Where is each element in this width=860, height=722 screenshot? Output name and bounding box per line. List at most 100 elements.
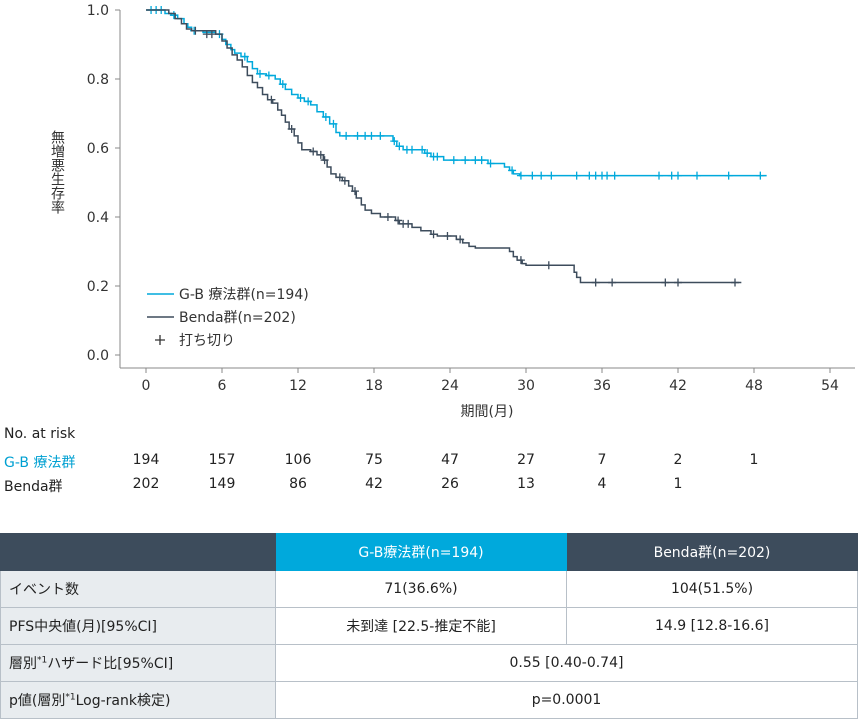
risk-table-title: No. at risk — [4, 426, 76, 442]
censor-mark — [169, 11, 178, 20]
censor-mark — [756, 171, 765, 180]
series-line-1 — [146, 9, 742, 284]
table-row: 層別*1ハザード比[95%CI] 0.55 [0.40-0.74] — [0, 644, 858, 682]
censor-mark — [608, 278, 617, 287]
col-header-gb: G-B療法群(n=194) — [275, 533, 567, 571]
censor-mark — [731, 278, 739, 287]
legend-label: G-B 療法群(n=194) — [179, 286, 309, 303]
censor-mark — [661, 278, 670, 287]
events-benda: 104(51.5%) — [566, 570, 858, 608]
pfs-benda: 14.9 [12.8-16.6] — [566, 607, 858, 645]
km-chart: 0.0 0.2 0.4 0.6 0.8 1.0 0 6 12 18 24 30 36 42 48 54 無増悪… — [49, 3, 855, 420]
censor-mark — [408, 145, 416, 154]
censor-mark — [353, 131, 362, 140]
censor-mark — [429, 230, 438, 239]
x-tick-label: 36 — [593, 378, 611, 394]
censor-mark — [191, 26, 200, 35]
x-tick-label: 24 — [441, 378, 459, 394]
censor-mark — [329, 119, 338, 128]
legend: G-B 療法群(n=194) Benda群(n=202) 打ち切り — [147, 286, 309, 349]
axes: 0.0 0.2 0.4 0.6 0.8 1.0 0 6 12 18 24 30 36 42 48 54 — [87, 3, 855, 394]
risk-count: 2 — [673, 452, 683, 468]
pfs-gb: 未到達 [22.5-推定不能] — [275, 607, 567, 645]
risk-count: 1 — [749, 452, 759, 468]
x-tick-label: 0 — [142, 378, 151, 394]
table-row: イベント数 71(36.6%) 104(51.5%) — [0, 570, 858, 608]
row-label-pfs: PFS中央値(月)[95%CI] — [0, 607, 276, 645]
censor-mark — [724, 171, 733, 180]
censor-mark — [674, 171, 682, 180]
censor-mark — [367, 131, 376, 140]
censor-legend-icon — [155, 335, 165, 345]
col-header-benda: Benda群(n=202) — [566, 533, 858, 571]
censor-mark — [477, 156, 486, 165]
risk-count: 7 — [597, 452, 607, 468]
risk-count: 13 — [517, 476, 535, 492]
censor-mark — [394, 216, 403, 225]
censor-mark — [693, 171, 701, 180]
survival-curves — [146, 6, 767, 287]
censor-mark — [304, 97, 313, 106]
x-tick-label: 6 — [218, 378, 227, 394]
censor-mark — [443, 231, 452, 240]
censor-mark — [461, 156, 470, 165]
censor-mark — [395, 142, 404, 151]
censor-mark — [516, 171, 525, 180]
censor-mark — [390, 137, 399, 146]
y-axis-title: 無増悪生存率 — [49, 130, 65, 214]
table-row: p値(層別*1Log-rank検定) p=0.0001 — [0, 681, 858, 719]
censor-mark — [267, 95, 276, 104]
risk-row-label: G-B 療法群 — [4, 455, 76, 471]
risk-count: 47 — [441, 452, 459, 468]
censor-mark — [256, 69, 264, 78]
x-tick-label: 54 — [821, 378, 839, 394]
row-label-p: p値(層別*1Log-rank検定) — [0, 681, 276, 719]
y-axis-label: 無増悪生存率 — [49, 130, 65, 214]
censor-mark — [544, 261, 553, 270]
table-corner — [0, 533, 276, 571]
censor-mark — [207, 30, 216, 39]
censor-mark — [296, 93, 305, 102]
risk-count: 27 — [517, 452, 535, 468]
summary-table: G-B療法群(n=194) Benda群(n=202) イベント数 71(36.… — [0, 533, 858, 719]
x-tick-label: 12 — [289, 378, 307, 394]
risk-count: 106 — [284, 452, 312, 468]
row-label-events: イベント数 — [0, 570, 276, 608]
series-line-0 — [146, 9, 767, 177]
p-value: p=0.0001 — [275, 681, 858, 719]
risk-count: 75 — [365, 452, 383, 468]
censor-mark — [376, 131, 385, 140]
y-tick-label: 0.6 — [87, 141, 109, 157]
risk-count: 26 — [441, 476, 459, 492]
x-axis-title: 期間(月) — [461, 404, 514, 420]
censor-mark — [309, 147, 318, 156]
events-gb: 71(36.6%) — [275, 570, 567, 608]
censor-mark — [264, 71, 273, 80]
censor-mark — [335, 173, 344, 182]
censor-mark — [340, 176, 349, 185]
y-tick-label: 1.0 — [87, 3, 109, 19]
risk-count: 194 — [132, 452, 160, 468]
table-row: PFS中央値(月)[95%CI] 未到達 [22.5-推定不能] 14.9 [1… — [0, 607, 858, 645]
x-tick-label: 42 — [669, 378, 687, 394]
censor-mark — [423, 149, 432, 158]
censor-mark — [537, 171, 546, 180]
risk-count: 4 — [597, 476, 607, 492]
row-label-hr: 層別*1ハザード比[95%CI] — [0, 644, 276, 682]
censor-mark — [278, 80, 287, 89]
censor-mark — [342, 131, 351, 140]
risk-count: 86 — [289, 476, 307, 492]
censor-mark — [591, 278, 600, 287]
censor-mark — [320, 156, 329, 165]
risk-count: 202 — [132, 476, 160, 492]
legend-label: Benda群(n=202) — [179, 310, 296, 326]
censor-mark — [404, 219, 413, 228]
censor-mark — [418, 145, 427, 154]
censor-mark — [572, 171, 581, 180]
censor-mark — [486, 159, 495, 168]
censor-mark — [547, 171, 556, 180]
y-tick-label: 0.4 — [87, 210, 109, 226]
censor-mark — [287, 125, 296, 134]
censor-mark — [456, 235, 465, 244]
x-tick-label: 18 — [365, 378, 383, 394]
